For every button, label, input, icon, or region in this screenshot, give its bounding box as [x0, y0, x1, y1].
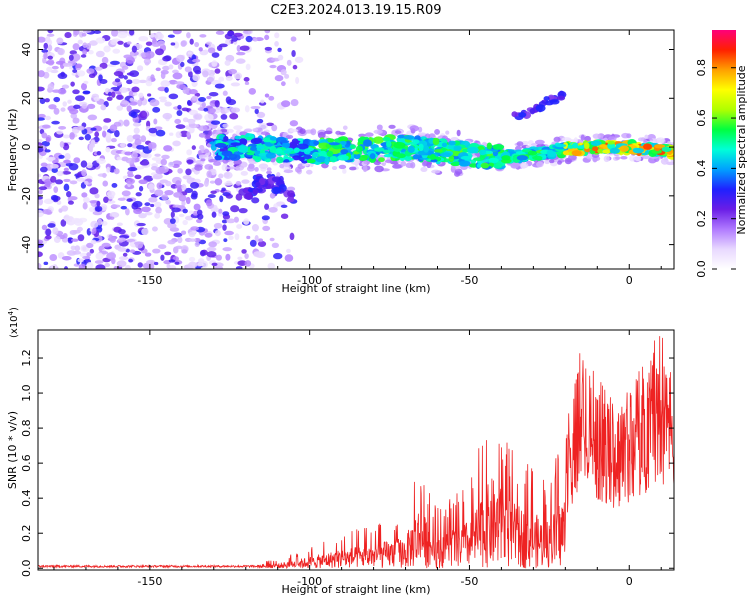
- snr-y-tick-label: 0.6: [20, 454, 33, 472]
- colorbar-ticks: 0.0 0.2 0.4 0.6 0.8: [695, 59, 736, 278]
- spectrogram-frame: [37, 29, 675, 270]
- snr-x-tick-label: 0: [626, 575, 633, 588]
- figure-title: C2E3.2024.013.19.15.R09: [270, 3, 441, 18]
- snr-x-ticks: -150 -100 -50 0: [53, 330, 662, 588]
- snr-x-tick-label: -50: [460, 575, 478, 588]
- spectrogram-xlabel: Height of straight line (km): [281, 282, 430, 295]
- spectrogram-ylabel: Frequency (Hz): [6, 109, 19, 192]
- snr-yscale-exponent: 4: [7, 310, 15, 315]
- spectrogram-y-tick-label: 0: [20, 144, 33, 151]
- snr-x-tick-label: -150: [137, 575, 162, 588]
- snr-panel: -150 -100 -50 0 0.0 0.2 0.4 0.6 0.8 1.0 1.2 Heigh…: [6, 307, 675, 596]
- snr-y-tick-label: 1.0: [20, 384, 33, 402]
- spectrogram-x-ticks: -150 -100 -50 0: [53, 30, 662, 287]
- snr-y-tick-label: 0.4: [20, 489, 33, 507]
- colorbar-gradient: [712, 30, 736, 269]
- snr-series-line: [38, 336, 674, 570]
- spectrogram-y-tick-label: 40: [20, 43, 33, 57]
- spectrogram-panel: -150 -100 -50 0 -40 -20 0 20 40 Height of strai…: [6, 29, 675, 295]
- colorbar-label: Normalized spectral amplitude: [735, 65, 748, 234]
- spectrogram-y-ticks: -40 -20 0 20 40: [20, 43, 674, 254]
- snr-y-tick-label: 0.2: [20, 524, 33, 542]
- colorbar-tick-label: 0.6: [695, 109, 708, 127]
- colorbar-tick-label: 0.8: [695, 59, 708, 77]
- snr-y-tick-label: 0.0: [20, 559, 33, 577]
- spectrogram-x-tick-label: -50: [460, 274, 478, 287]
- snr-y-ticks: 0.0 0.2 0.4 0.6 0.8 1.0 1.2: [20, 349, 674, 577]
- spectrogram-x-tick-label: -150: [137, 274, 162, 287]
- spectrogram-x-tick-label: -100: [297, 274, 322, 287]
- colorbar: 0.0 0.2 0.4 0.6 0.8 Normalized spectral ampl…: [695, 30, 748, 278]
- colorbar-tick-label: 0.0: [695, 260, 708, 278]
- snr-yscale-prefix: (x10: [9, 315, 20, 338]
- snr-frame: [37, 329, 675, 571]
- snr-y-tick-label: 1.2: [20, 349, 33, 367]
- colorbar-tick-label: 0.4: [695, 160, 708, 178]
- spectrogram-y-tick-label: -20: [20, 187, 33, 205]
- snr-ylabel: SNR (10 * v/v): [6, 411, 19, 489]
- colorbar-tick-label: 0.2: [695, 210, 708, 228]
- snr-yscale-label: (x104): [7, 307, 20, 338]
- spectrogram-y-tick-label: 20: [20, 91, 33, 105]
- spectrogram-image: [38, 30, 674, 269]
- snr-y-tick-label: 0.8: [20, 419, 33, 437]
- spectrogram-x-tick-label: 0: [626, 274, 633, 287]
- spectrogram-y-tick-label: -40: [20, 236, 33, 254]
- snr-xlabel: Height of straight line (km): [281, 583, 430, 596]
- snr-yscale-close: ): [9, 307, 20, 311]
- snr-x-tick-label: -100: [297, 575, 322, 588]
